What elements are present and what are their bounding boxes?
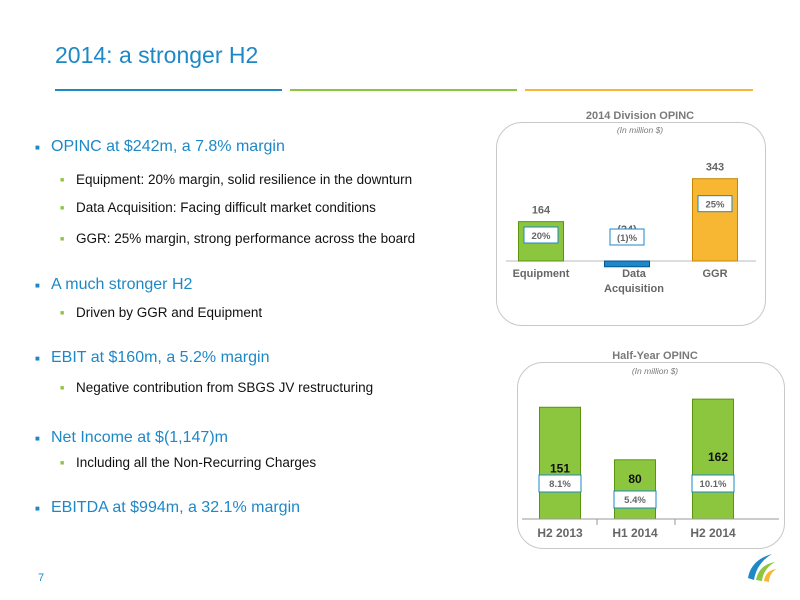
bar-1 [604, 260, 650, 268]
value-label-2: 343 [706, 162, 724, 174]
sub-bullet-ggr: GGR: 25% margin, strong performance acro… [60, 231, 415, 246]
margin-box-1 [613, 490, 657, 509]
category-label-2: GGR [702, 268, 727, 280]
margin-box-0 [538, 474, 582, 493]
division-chart-title: 2014 Division OPINC [565, 110, 715, 122]
bullet-opinc: OPINC at $242m, a 7.8% margin [35, 138, 285, 156]
bullet-stronger-h2: A much stronger H2 [35, 276, 192, 294]
sub-bullet-sbgs: Negative contribution from SBGS JV restr… [60, 380, 373, 395]
half-year-chart-subtitle: (In million $) [631, 366, 679, 376]
margin-box-1 [609, 228, 645, 246]
title-underline-orange [525, 89, 753, 91]
bullet-ebitda: EBITDA at $994m, a 32.1% margin [35, 499, 300, 517]
title-underline-green [290, 89, 517, 91]
slide-title: 2014: a stronger H2 [55, 42, 259, 68]
value-label-0: 151 [550, 461, 570, 475]
margin-label-2: 25% [705, 200, 725, 211]
value-label-1: 80 [628, 472, 642, 486]
bar-2 [692, 398, 734, 520]
bar-0 [539, 406, 581, 520]
margin-label-1: (1)% [617, 233, 638, 244]
margin-label-2: 10.1% [700, 479, 727, 490]
margin-label-0: 8.1% [549, 479, 571, 490]
division-chart-subtitle: (In million $) [616, 125, 664, 135]
sub-bullet-data-acquisition: Data Acquisition: Facing difficult marke… [60, 200, 376, 215]
category-label-1: Data [622, 268, 647, 280]
category-label-0: H2 2013 [537, 526, 583, 540]
margin-label-0: 20% [531, 231, 551, 242]
bullet-ebit: EBIT at $160m, a 5.2% margin [35, 349, 269, 367]
company-logo [748, 554, 776, 582]
bar-2 [692, 178, 738, 262]
margin-box-2 [691, 474, 735, 493]
category-label-1: Acquisition [604, 283, 664, 295]
half-year-opinc-chart: 151 8.1% 80 5.4% 162 10.1% H2 2013 H1 2014 H2 20… [522, 398, 779, 540]
margin-box-2 [697, 195, 733, 213]
category-label-2: H2 2014 [690, 526, 736, 540]
value-label-2: 162 [708, 450, 728, 464]
bullet-net-income: Net Income at $(1,147)m [35, 429, 228, 447]
category-label-1: H1 2014 [612, 526, 658, 540]
margin-label-1: 5.4% [624, 495, 646, 506]
page-number: 7 [38, 572, 45, 584]
bar-1 [614, 459, 656, 520]
category-label-0: Equipment [513, 268, 570, 280]
sub-bullet-equipment: Equipment: 20% margin, solid resilience … [60, 172, 412, 187]
title-underline-blue [55, 89, 282, 91]
sub-bullet-nrc: Including all the Non-Recurring Charges [60, 455, 316, 470]
sub-bullet-drivers: Driven by GGR and Equipment [60, 305, 262, 320]
half-year-chart-title: Half-Year OPINC [580, 350, 730, 362]
division-opinc-chart: 16420%Equipment(24)(1)%DataAcquisition34… [506, 162, 756, 295]
margin-box-0 [523, 226, 559, 244]
value-label-0: 164 [532, 205, 551, 217]
